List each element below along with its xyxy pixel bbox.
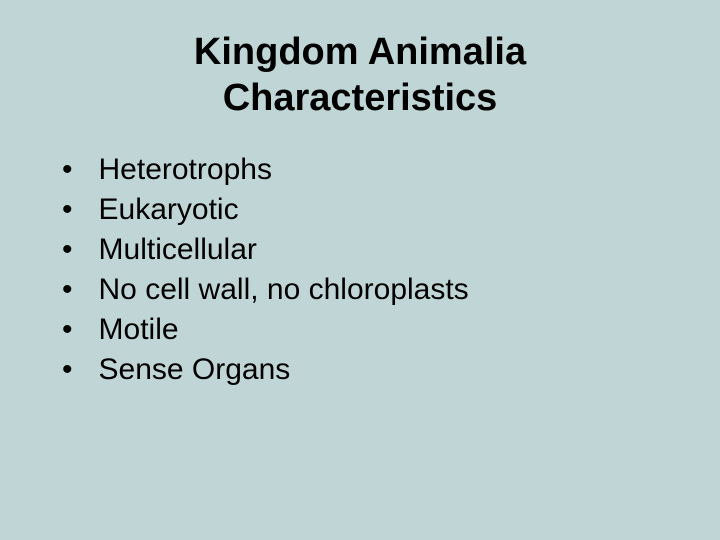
bullet-icon: •	[62, 313, 73, 347]
list-item: • No cell wall, no chloroplasts	[62, 273, 670, 307]
slide-container: Kingdom Animalia Characteristics • Heter…	[0, 0, 720, 540]
bullet-icon: •	[62, 273, 73, 307]
list-item: • Sense Organs	[62, 353, 670, 387]
bullet-text: Sense Organs	[99, 353, 670, 387]
bullet-icon: •	[62, 153, 73, 187]
bullet-icon: •	[62, 193, 73, 227]
list-item: • Heterotrophs	[62, 153, 670, 187]
slide-title: Kingdom Animalia Characteristics	[50, 30, 670, 121]
list-item: • Multicellular	[62, 233, 670, 267]
bullet-text: Eukaryotic	[99, 193, 670, 227]
title-line-1: Kingdom Animalia	[50, 30, 670, 76]
bullet-text: Multicellular	[99, 233, 670, 267]
list-item: • Eukaryotic	[62, 193, 670, 227]
bullet-list: • Heterotrophs • Eukaryotic • Multicellu…	[50, 153, 670, 387]
bullet-text: Heterotrophs	[99, 153, 670, 187]
bullet-text: Motile	[99, 313, 670, 347]
title-line-2: Characteristics	[50, 76, 670, 122]
bullet-icon: •	[62, 353, 73, 387]
bullet-text: No cell wall, no chloroplasts	[99, 273, 670, 307]
bullet-icon: •	[62, 233, 73, 267]
list-item: • Motile	[62, 313, 670, 347]
